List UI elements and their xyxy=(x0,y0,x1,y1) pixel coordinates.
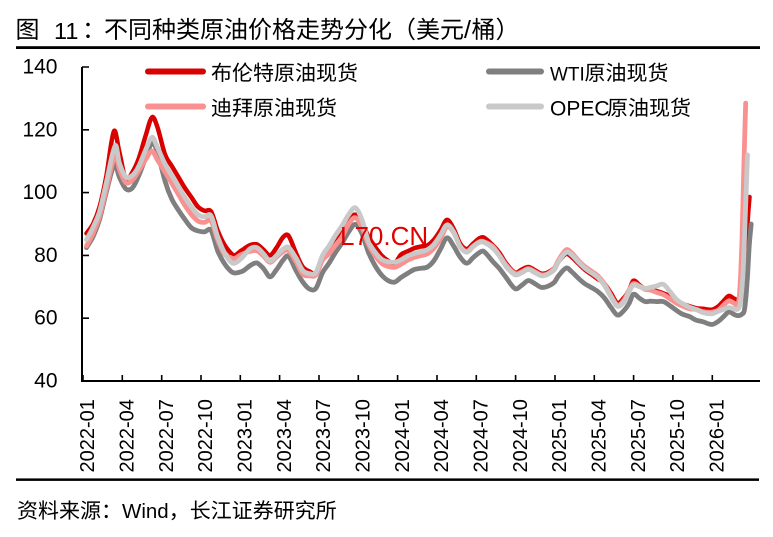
svg-text:40: 40 xyxy=(34,370,57,393)
svg-text:2024-01: 2024-01 xyxy=(392,399,414,472)
svg-text:60: 60 xyxy=(34,307,57,330)
svg-text:2022-07: 2022-07 xyxy=(156,399,178,472)
svg-text:11: 11 xyxy=(54,18,78,44)
svg-text:WTI: WTI xyxy=(550,64,585,85)
svg-text:2022-10: 2022-10 xyxy=(195,399,217,472)
svg-text:2025-01: 2025-01 xyxy=(549,399,571,472)
svg-text:2024-04: 2024-04 xyxy=(431,399,453,472)
svg-text:2023-10: 2023-10 xyxy=(353,399,375,472)
svg-text:/: / xyxy=(464,16,471,44)
svg-text:2024-10: 2024-10 xyxy=(510,399,532,472)
svg-text:100: 100 xyxy=(22,181,57,204)
svg-text:120: 120 xyxy=(22,118,57,141)
svg-text:2026-01: 2026-01 xyxy=(706,399,728,472)
svg-text:OPEC: OPEC xyxy=(550,97,610,120)
svg-text:2022-04: 2022-04 xyxy=(117,399,139,472)
svg-text:140: 140 xyxy=(22,56,57,79)
svg-text:L70.CN: L70.CN xyxy=(340,221,428,251)
svg-text:2023-07: 2023-07 xyxy=(313,399,335,472)
svg-text:2022-01: 2022-01 xyxy=(77,399,99,472)
svg-text:2025-04: 2025-04 xyxy=(588,399,610,472)
svg-text:2024-07: 2024-07 xyxy=(471,399,493,472)
svg-text:80: 80 xyxy=(34,244,57,267)
svg-text:2025-07: 2025-07 xyxy=(628,399,650,472)
svg-text:Wind: Wind xyxy=(122,500,169,523)
svg-text:2025-10: 2025-10 xyxy=(667,399,689,472)
svg-text:2023-04: 2023-04 xyxy=(274,399,296,472)
svg-text:2023-01: 2023-01 xyxy=(235,399,257,472)
